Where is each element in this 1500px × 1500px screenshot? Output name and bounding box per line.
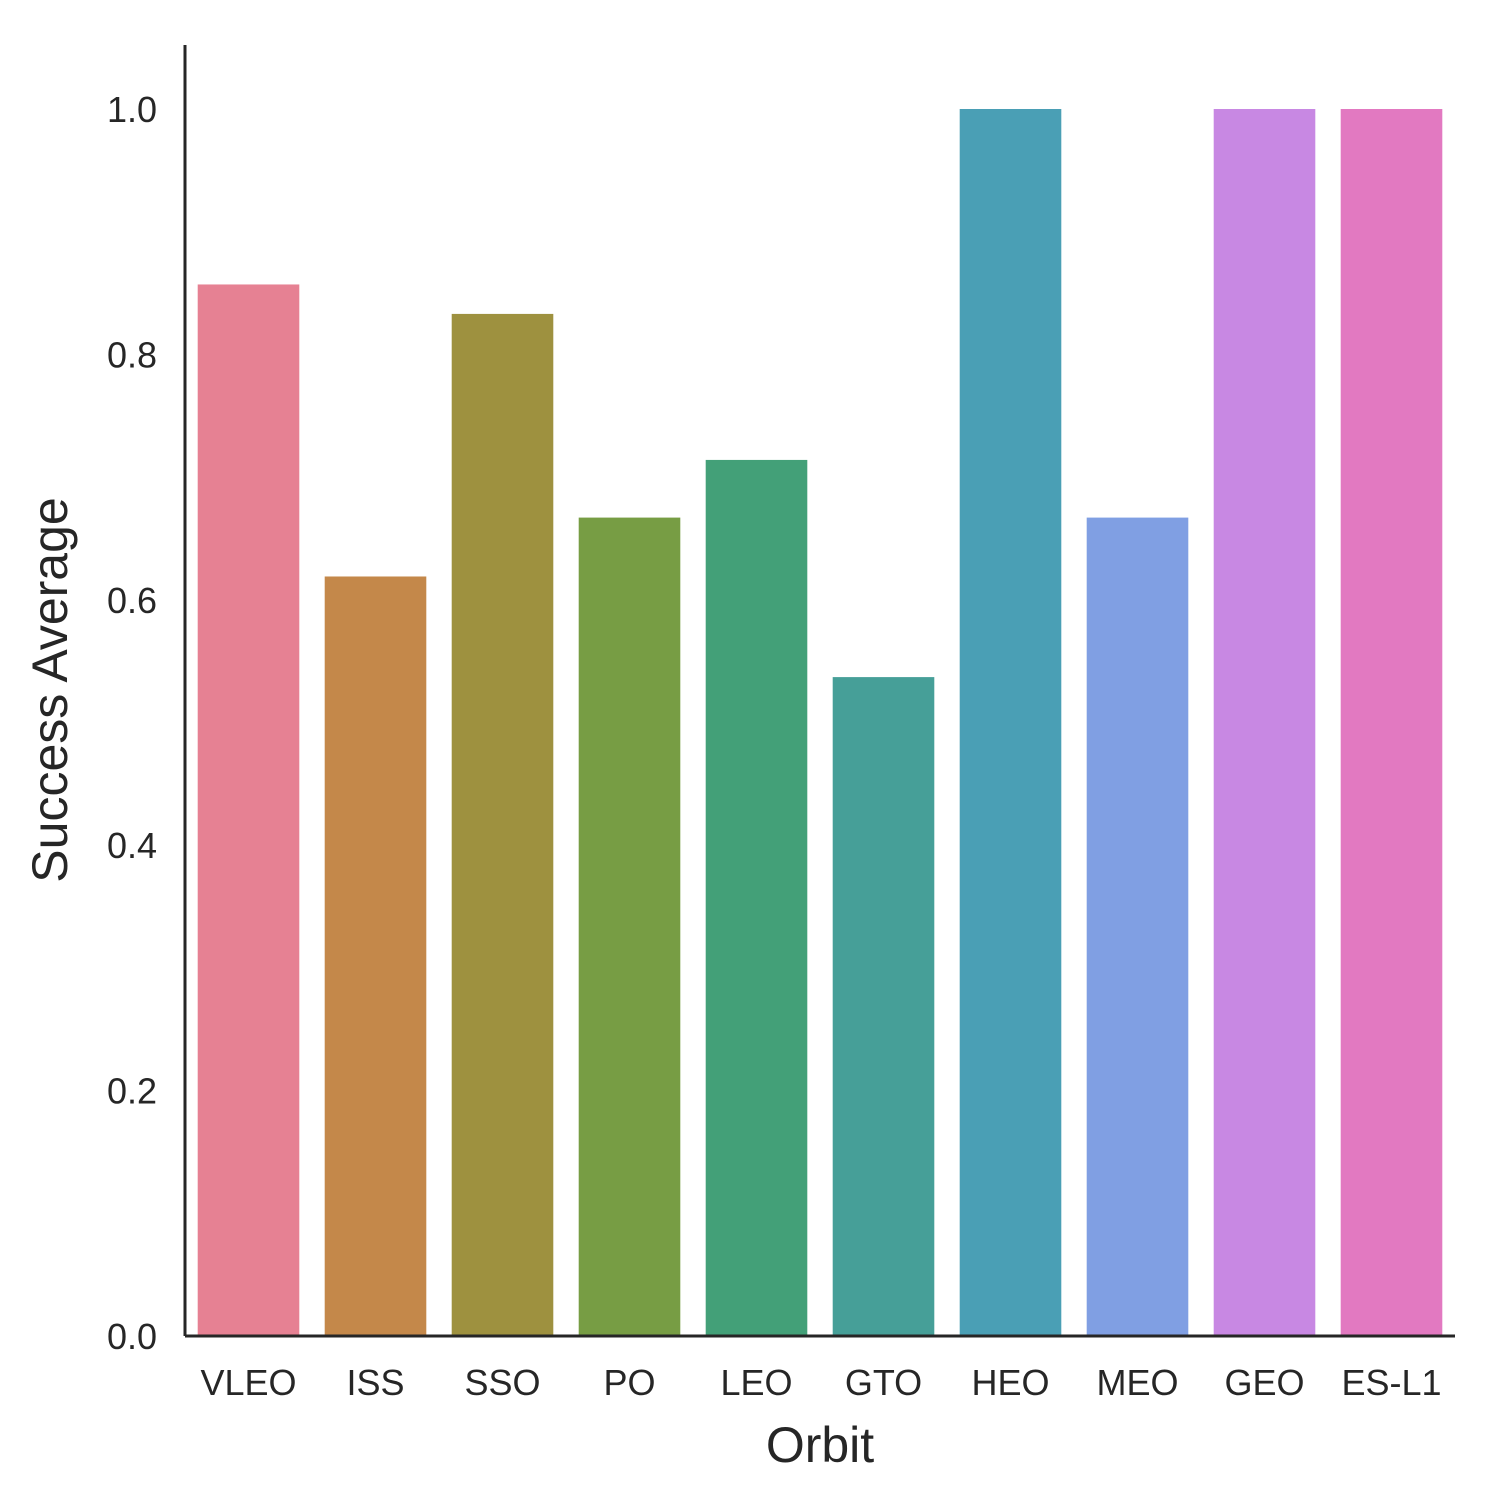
x-tick-label: PO [603,1362,655,1403]
y-tick-label: 0.0 [107,1316,157,1357]
bar-sso [451,313,554,1336]
y-tick-label: 1.0 [107,89,157,130]
bar-meo [1086,517,1189,1336]
bar-leo [705,459,808,1336]
x-tick-label: ES-L1 [1341,1362,1441,1403]
x-tick-label: GEO [1224,1362,1304,1403]
x-tick-label: MEO [1096,1362,1178,1403]
x-tick-label: SSO [464,1362,540,1403]
bar-gto [832,677,935,1336]
bar-heo [959,109,1062,1336]
y-tick-label: 0.8 [107,334,157,375]
x-tick-label: LEO [720,1362,792,1403]
y-tick-label: 0.4 [107,825,157,866]
y-axis-title: Success Average [22,497,78,882]
bar-po [578,517,681,1336]
bar-iss [324,576,427,1336]
x-axis-ticks: VLEO ISS SSO PO LEO GTO HEO MEO GEO ES-L1 [200,1362,1441,1403]
x-tick-label: VLEO [200,1362,296,1403]
y-tick-label: 0.6 [107,580,157,621]
bar-vleo [197,284,300,1337]
bar-geo [1213,109,1316,1336]
x-tick-label: GTO [845,1362,922,1403]
bars-group [197,109,1443,1337]
y-axis-ticks: 0.0 0.2 0.4 0.6 0.8 1.0 [107,89,157,1357]
x-tick-label: ISS [346,1362,404,1403]
y-tick-label: 0.2 [107,1071,157,1112]
x-axis-title: Orbit [766,1417,874,1473]
bar-es-l1 [1340,109,1443,1336]
x-tick-label: HEO [971,1362,1049,1403]
